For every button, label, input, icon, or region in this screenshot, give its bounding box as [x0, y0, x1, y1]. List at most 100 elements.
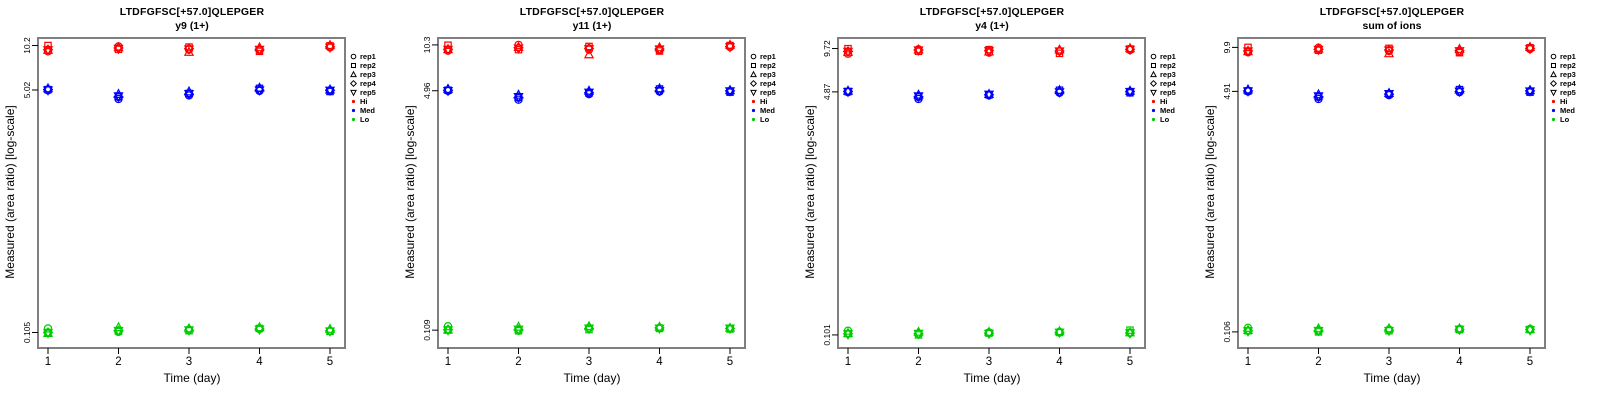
- triangle-down-marker: [1550, 89, 1557, 97]
- legend-item-rep5: rep5: [349, 88, 376, 97]
- legend-item-rep5: rep5: [1149, 88, 1176, 97]
- triangle-down-marker: [254, 86, 265, 96]
- triangle-down-marker: [913, 92, 924, 102]
- triangle-down-marker: [42, 86, 54, 96]
- legend-item-Hi: Hi: [749, 97, 776, 106]
- y-tick-label: 4.91: [1222, 83, 1232, 100]
- legend-label: rep4: [760, 79, 776, 88]
- square-marker: [44, 41, 52, 50]
- legend-item-Hi: Hi: [1149, 97, 1176, 106]
- triangle-up-icon: [350, 70, 357, 78]
- chart-panel-sum-of-ions: LTDFGFSC[+57.0]QLEPGER sum of ions Measu…: [1200, 0, 1600, 400]
- triangle-down-icon: [1150, 89, 1157, 97]
- legend-item-rep1: rep1: [349, 52, 376, 61]
- triangle-up-icon: [1550, 70, 1557, 78]
- diamond-marker: [349, 79, 358, 88]
- legend-label: rep1: [1160, 52, 1176, 61]
- plot-area: 10.2 5.02 0.105 1 2 3 4 5: [22, 37, 346, 368]
- triangle-down-marker: [254, 45, 265, 56]
- level-dot: [1151, 117, 1156, 122]
- triangle-down-marker: [1124, 329, 1136, 339]
- triangle-down-marker: [513, 92, 524, 103]
- legend-label: Hi: [1160, 97, 1168, 106]
- chart-panel-y9: LTDFGFSC[+57.0]QLEPGER y9 (1+) Measured …: [0, 0, 400, 400]
- y-tick-label: 0.101: [822, 324, 832, 346]
- triangle-up-marker: [113, 88, 124, 99]
- triangle-down-marker: [1313, 92, 1324, 102]
- triangle-down-marker: [913, 329, 924, 340]
- triangle-up-icon: [750, 70, 757, 78]
- y-tick-label: 0.106: [1222, 321, 1232, 343]
- triangle-up-marker: [1550, 70, 1557, 78]
- triangle-up-marker: [1124, 85, 1136, 95]
- legend-item-rep1: rep1: [749, 52, 776, 61]
- legend-item-Hi: Hi: [1549, 97, 1576, 106]
- triangle-up-marker: [350, 70, 357, 78]
- square-icon: [350, 62, 357, 69]
- circle-marker: [350, 53, 357, 60]
- plot-area: 10.3 4.96 0.109 1 2 3 4 5: [422, 36, 746, 368]
- dot-icon: [1151, 99, 1156, 104]
- triangle-down-marker: [1313, 326, 1324, 337]
- y-tick-label: 10.3: [422, 36, 432, 53]
- triangle-down-marker: [1242, 87, 1254, 97]
- legend-item-rep3: rep3: [1549, 70, 1576, 79]
- plot-area: 9.72 4.87 0.101 1 2 3 4 5: [822, 37, 1146, 368]
- legend-item-Lo: Lo: [749, 115, 776, 124]
- legend: rep1 rep2 rep3 rep4 rep5 Hi Med Lo: [1149, 52, 1176, 124]
- circle-icon: [750, 53, 757, 60]
- dot-icon: [1551, 117, 1556, 122]
- legend-label: rep3: [1160, 70, 1176, 79]
- legend-label: rep5: [1560, 88, 1576, 97]
- legend-item-Med: Med: [749, 106, 776, 115]
- legend-label: rep4: [1160, 79, 1176, 88]
- triangle-down-marker: [324, 327, 336, 337]
- legend-label: Lo: [360, 115, 370, 124]
- legend-label: rep3: [760, 70, 776, 79]
- triangle-down-marker: [583, 45, 595, 55]
- triangle-up-marker: [724, 84, 736, 95]
- legend-item-rep3: rep3: [1149, 70, 1176, 79]
- legend-item-rep2: rep2: [1149, 61, 1176, 70]
- chart-title: LTDFGFSC[+57.0]QLEPGER: [519, 6, 665, 18]
- legend-item-rep3: rep3: [749, 70, 776, 79]
- x-tick-label: 2: [1315, 356, 1321, 368]
- diamond-icon: [1549, 79, 1558, 88]
- triangle-down-marker: [1524, 87, 1536, 97]
- square-icon: [1150, 62, 1157, 69]
- triangle-down-marker: [513, 44, 524, 55]
- legend-item-Med: Med: [1549, 106, 1576, 115]
- triangle-down-marker: [113, 326, 124, 337]
- triangle-up-marker: [583, 48, 595, 59]
- triangle-up-marker: [113, 321, 124, 332]
- circle-icon: [1550, 53, 1557, 60]
- circle-marker: [1150, 53, 1157, 60]
- triangle-down-marker: [442, 45, 454, 56]
- legend-label: rep3: [1560, 70, 1576, 79]
- legend-label: Lo: [1560, 115, 1570, 124]
- chart-title: LTDFGFSC[+57.0]QLEPGER: [1319, 6, 1465, 18]
- legend: rep1 rep2 rep3 rep4 rep5 Hi Med Lo: [349, 52, 376, 124]
- x-tick-label: 3: [1386, 356, 1392, 368]
- dot-icon: [1151, 117, 1156, 122]
- diamond-icon: [349, 79, 358, 88]
- triangle-up-marker: [324, 83, 336, 94]
- triangle-down-marker: [442, 86, 454, 97]
- x-tick-label: 3: [986, 356, 992, 368]
- triangle-down-marker: [983, 47, 995, 57]
- triangle-down-marker: [842, 330, 854, 340]
- legend-item-rep4: rep4: [1149, 79, 1176, 88]
- legend-item-rep5: rep5: [1549, 88, 1576, 97]
- triangle-down-marker: [1454, 325, 1465, 336]
- triangle-down-marker: [113, 44, 124, 55]
- legend-item-rep4: rep4: [1549, 79, 1576, 88]
- triangle-down-marker: [750, 89, 757, 97]
- triangle-up-icon: [1150, 70, 1157, 78]
- chart-subtitle: y4 (1+): [975, 20, 1009, 32]
- triangle-down-marker: [842, 87, 854, 98]
- square-marker: [1550, 62, 1557, 69]
- level-dot: [751, 99, 756, 104]
- legend-item-rep1: rep1: [1549, 52, 1576, 61]
- diamond-icon: [749, 79, 758, 88]
- level-dot: [1551, 99, 1556, 104]
